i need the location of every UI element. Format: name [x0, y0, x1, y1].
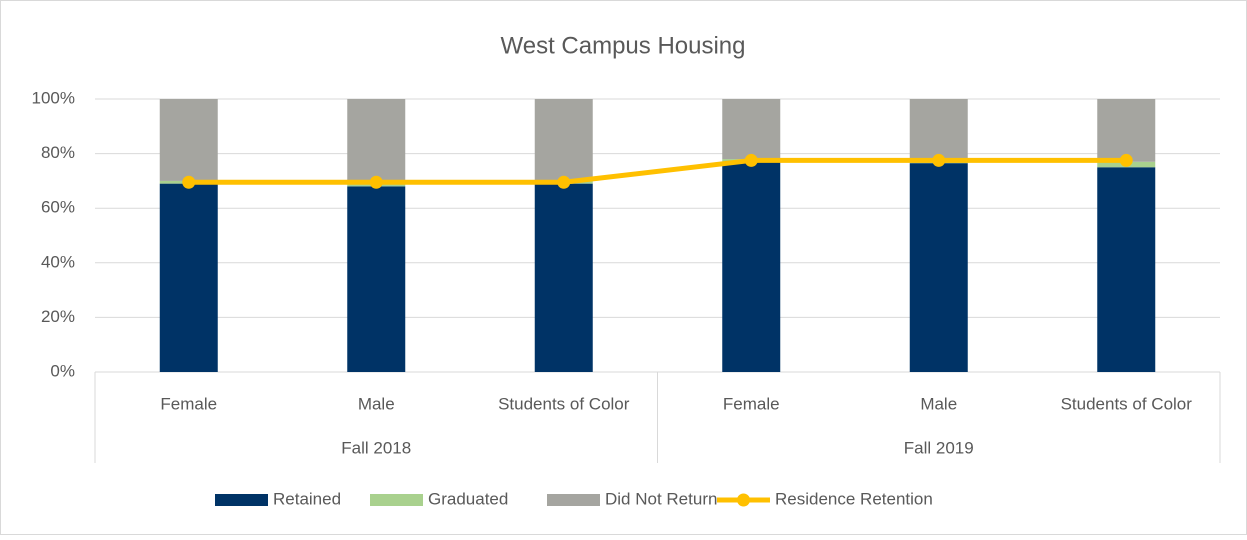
x-tick-label: Female [160, 394, 217, 413]
x-tick-label: Male [358, 394, 395, 413]
group-label: Fall 2019 [904, 438, 974, 457]
group-label: Fall 2018 [341, 438, 411, 457]
chart-title: West Campus Housing [501, 32, 746, 59]
bar-segment [159, 183, 218, 372]
y-tick-label: 80% [41, 143, 75, 162]
line [188, 157, 1127, 185]
y-tick-label: 20% [41, 307, 75, 326]
bar-segment [159, 99, 218, 181]
bar-segment [534, 183, 593, 372]
legend-swatch [547, 494, 600, 506]
line-marker [932, 153, 946, 167]
bar-segment [534, 99, 593, 181]
legend-label: Graduated [428, 489, 508, 508]
legend-label: Residence Retention [775, 489, 933, 508]
bar-segment [1097, 167, 1156, 372]
legend-swatch [215, 494, 268, 506]
x-tick-label: Female [723, 394, 780, 413]
legend-label: Did Not Return [605, 489, 717, 508]
x-tick-label: Male [920, 394, 957, 413]
bar-segment [722, 99, 781, 160]
x-tick-label: Students of Color [1061, 394, 1193, 413]
bar-segment [909, 163, 968, 372]
y-tick-label: 40% [41, 252, 75, 271]
x-tick-label: Students of Color [498, 394, 630, 413]
y-tick-label: 100% [32, 88, 75, 107]
y-tick-label: 0% [50, 361, 75, 380]
legend-swatch-marker [737, 493, 750, 507]
line-marker [744, 153, 758, 167]
bar-segment [722, 161, 781, 372]
line-marker [182, 175, 196, 189]
line-marker [369, 175, 383, 189]
line-marker [557, 175, 571, 189]
bar-segment [347, 99, 406, 183]
legend-label: Retained [273, 489, 341, 508]
y-tick-label: 60% [41, 198, 75, 217]
bar-segment [1097, 99, 1156, 162]
bar-segment [347, 186, 406, 372]
line-marker [1119, 153, 1133, 167]
bar-segment [909, 99, 968, 161]
legend-swatch [370, 494, 423, 506]
